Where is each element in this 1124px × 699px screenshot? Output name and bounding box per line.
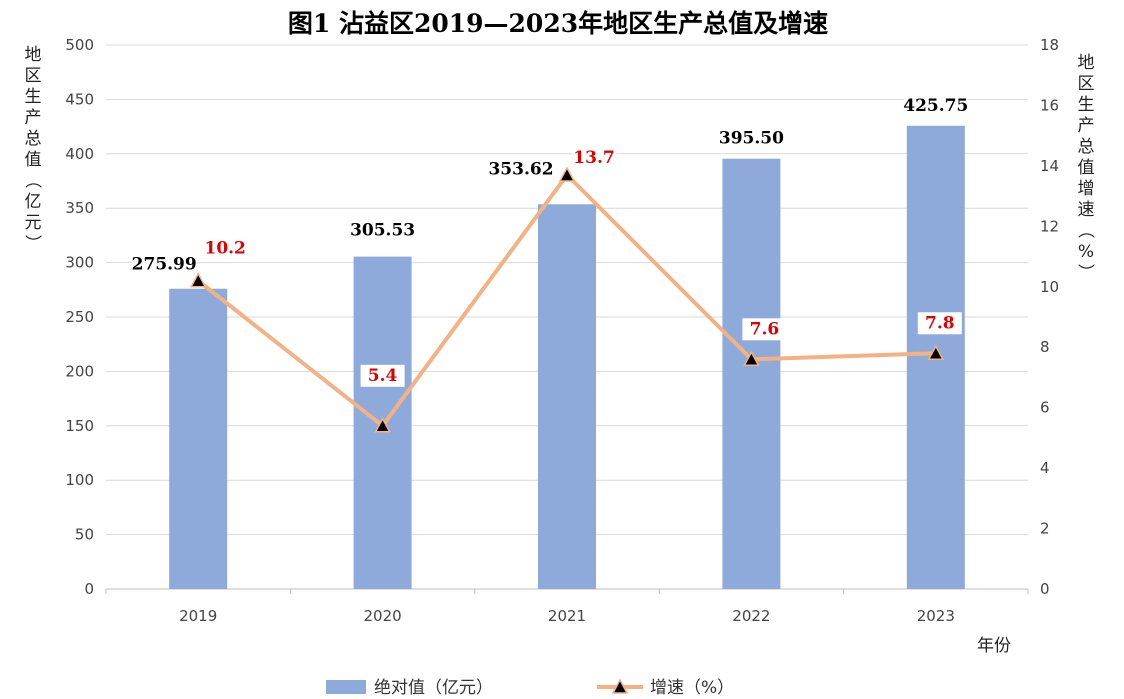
legend: 绝对值（亿元） 增速（%）	[326, 678, 734, 698]
line-marker	[743, 350, 760, 367]
axis-label-char: ）	[22, 235, 42, 252]
y-right-tick-label: 4	[1040, 459, 1050, 477]
left-axis-ticks: 0 50 100 150 200 250 300 350 400 450 500	[65, 36, 94, 598]
axis-label-char: ）	[1075, 264, 1095, 281]
axis-label-char: %	[1078, 242, 1094, 262]
y-left-tick-label: 250	[65, 308, 94, 326]
axis-label-char: （	[1075, 222, 1095, 239]
line-label-bg	[360, 364, 405, 387]
x-axis-label: 年份	[977, 636, 1011, 656]
line-marker	[558, 166, 576, 182]
legend-marker	[611, 678, 629, 694]
y-right-tick-label: 16	[1040, 96, 1059, 114]
legend-label-line: 增速（%）	[650, 678, 734, 698]
y-right-tick-label: 14	[1040, 157, 1059, 175]
line-label-bg	[572, 146, 616, 169]
bar-label-bg	[903, 94, 968, 117]
y-left-tick-label: 500	[65, 36, 94, 54]
y-left-tick-label: 300	[65, 254, 94, 272]
axis-label-char: 值	[1078, 158, 1095, 178]
legend-swatch-bar	[326, 680, 366, 694]
y-left-tick-label: 450	[65, 90, 94, 108]
axis-label-char: 生	[1078, 95, 1095, 115]
axis-label-char: 区	[25, 66, 42, 86]
x-category-label: 2023	[917, 607, 955, 625]
bar-data-label: 395.50	[719, 129, 784, 149]
bar-data-label: 353.62	[488, 159, 553, 179]
y-right-tick-label: 12	[1040, 217, 1059, 235]
right-axis-ticks: 0 2 4 6 8 10 12 14 16 18	[1040, 36, 1059, 598]
bar-label-bg	[132, 253, 197, 276]
axis-label-char: 亿	[25, 192, 42, 212]
y-right-tick-label: 6	[1040, 399, 1050, 417]
axis-label-char: 区	[1078, 74, 1095, 94]
y-left-tick-label: 400	[65, 145, 94, 163]
y-right-tick-label: 18	[1040, 36, 1059, 54]
axis-label-char: 地	[1078, 53, 1095, 73]
x-category-label: 2020	[364, 607, 402, 625]
line-marker	[189, 272, 207, 288]
x-category-label: 2019	[179, 607, 217, 625]
x-category-label: 2022	[732, 607, 770, 625]
line-label-bg	[917, 312, 962, 335]
y-left-tick-label: 50	[75, 526, 94, 544]
axis-label-char: （	[22, 172, 42, 189]
y-right-tick-label: 10	[1040, 278, 1059, 296]
bar-label-bg	[719, 127, 784, 150]
axis-label-char: 产	[25, 108, 42, 128]
bar	[169, 288, 228, 589]
bar-data-label: 275.99	[132, 255, 197, 275]
y-right-tick-label: 2	[1040, 520, 1050, 538]
line-marker	[927, 344, 945, 361]
line-data-label: 13.7	[573, 148, 614, 168]
line-data-label: 7.8	[925, 313, 955, 333]
bar-label-bg	[489, 158, 553, 181]
x-axis-categories: 2019 2020 2021 2022 2023	[179, 607, 955, 625]
bar	[538, 204, 596, 589]
y-right-tick-label: 0	[1040, 580, 1050, 598]
line-data-label: 10.2	[204, 239, 245, 259]
y-left-tick-label: 100	[65, 471, 94, 489]
line-label-bg	[742, 318, 787, 341]
x-category-label: 2021	[548, 607, 586, 625]
bar-data-labels: 275.99 305.53 353.62 395.50 425.75	[132, 94, 968, 276]
bar-data-label: 305.53	[350, 221, 415, 241]
bar	[722, 158, 781, 590]
axis-label-char: 元	[25, 213, 42, 233]
bar-data-label: 425.75	[903, 96, 968, 116]
axis-label-char: 产	[1078, 116, 1095, 136]
line-label-bg	[203, 237, 248, 260]
line-data-labels: 10.2 5.4 13.7 7.6 7.8	[203, 146, 962, 387]
axis-label-char: 速	[1078, 200, 1095, 220]
axis-label-char: 值	[25, 150, 42, 170]
axis-label-char: 总	[1078, 137, 1095, 157]
y-left-axis-label: 地区生产总值 （ 亿元 ）	[22, 45, 42, 252]
axis-label-char: 生	[25, 87, 42, 107]
axis-label-char: 总	[25, 129, 42, 149]
axis-label-char: 增	[1078, 179, 1095, 199]
legend-label-bar: 绝对值（亿元）	[374, 678, 493, 698]
bar-series	[169, 125, 965, 590]
y-left-tick-label: 0	[84, 580, 94, 598]
y-right-tick-label: 8	[1040, 338, 1050, 356]
line-series	[189, 166, 945, 433]
y-left-tick-label: 200	[65, 362, 94, 380]
bar-label-bg	[350, 219, 415, 242]
chart-title: 图1 沾益区2019—2023年地区生产总值及增速	[288, 9, 828, 38]
y-left-tick-label: 350	[65, 199, 94, 217]
line-marker	[374, 417, 391, 433]
line-data-label: 7.6	[750, 319, 780, 339]
line-data-label: 5.4	[368, 366, 398, 386]
axis-label-char: 地	[25, 45, 42, 65]
y-left-tick-label: 150	[65, 417, 94, 435]
